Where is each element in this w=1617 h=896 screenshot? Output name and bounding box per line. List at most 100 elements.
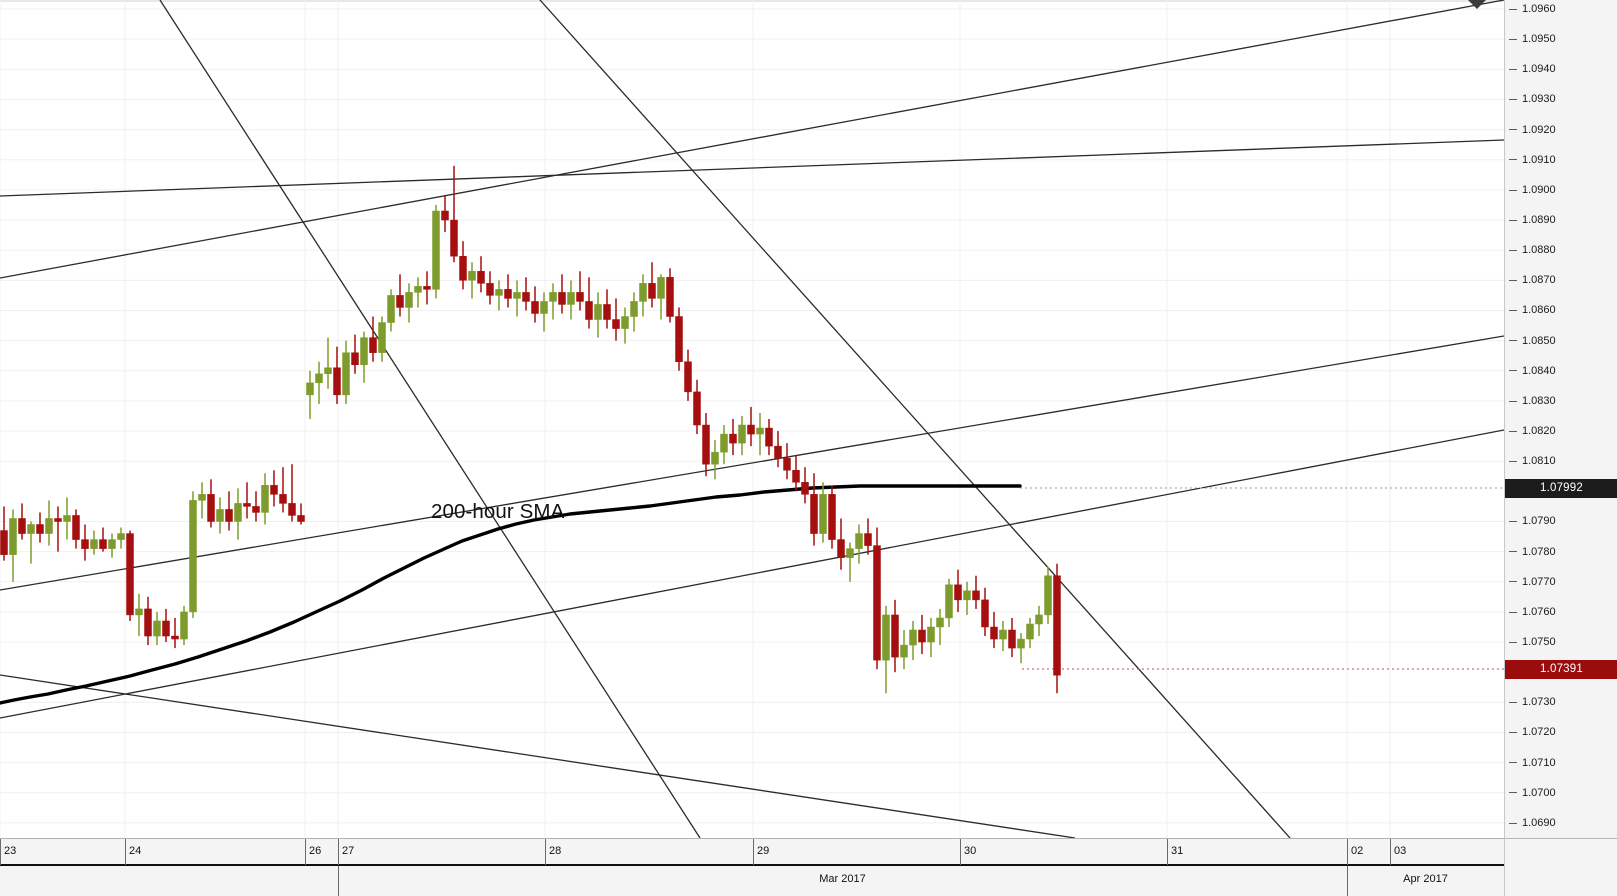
price-tick-dash — [1509, 249, 1517, 251]
price-tick-dash — [1509, 370, 1517, 372]
candle — [315, 373, 323, 384]
candle — [45, 518, 53, 534]
candle — [936, 617, 944, 628]
candle — [954, 584, 962, 601]
price-tick: 1.0690 — [1505, 816, 1617, 830]
candle — [927, 626, 935, 643]
price-tick-dash — [1509, 68, 1517, 70]
price-tick: 1.0730 — [1505, 695, 1617, 709]
time-tick: 23 — [0, 839, 16, 865]
trendline-6 — [0, 429, 1504, 719]
200-hour SMA — [0, 484, 1022, 705]
month-separator — [1347, 866, 1348, 896]
price-tick: 1.0880 — [1505, 243, 1617, 257]
price-tick: 1.0890 — [1505, 213, 1617, 227]
price-tick: 1.0790 — [1505, 514, 1617, 528]
candle — [729, 433, 737, 444]
price-tick-dash — [1509, 762, 1517, 764]
candle — [99, 539, 107, 549]
price-tick-label: 1.0880 — [1522, 244, 1556, 257]
candle — [333, 367, 341, 396]
sma-line — [0, 484, 1022, 705]
candle — [945, 584, 953, 619]
price-tick-label: 1.0810 — [1522, 455, 1556, 468]
candle — [468, 271, 476, 281]
price-tick-label: 1.0730 — [1522, 696, 1556, 709]
time-tick: 28 — [545, 839, 561, 865]
candle — [252, 506, 260, 513]
price-tick-label: 1.0960 — [1522, 3, 1556, 16]
candle — [27, 524, 35, 534]
candle — [351, 352, 359, 365]
close-price-badge[interactable]: 1.07391 — [1505, 660, 1617, 679]
candle — [837, 539, 845, 558]
candle — [882, 614, 890, 661]
candle — [234, 503, 242, 522]
price-tick: 1.0820 — [1505, 424, 1617, 438]
price-tick-label: 1.0770 — [1522, 575, 1556, 588]
candle — [594, 304, 602, 320]
price-tick-label: 1.0890 — [1522, 214, 1556, 227]
candle — [72, 515, 80, 540]
price-tick-label: 1.0720 — [1522, 726, 1556, 739]
candle — [630, 301, 638, 317]
candle — [135, 608, 143, 616]
candle — [873, 545, 881, 661]
candle — [666, 277, 674, 317]
price-tick-label: 1.0790 — [1522, 515, 1556, 528]
price-tick-label: 1.0840 — [1522, 364, 1556, 377]
candle — [387, 295, 395, 323]
candle — [0, 530, 8, 555]
last-price-badge[interactable]: 1.07992 — [1505, 479, 1617, 498]
candle — [405, 292, 413, 308]
gridlines — [0, 0, 1504, 838]
candle — [297, 515, 305, 522]
price-tick-dash — [1509, 822, 1517, 824]
price-tick-label: 1.0750 — [1522, 636, 1556, 649]
candle — [891, 614, 899, 658]
month-label: Mar 2017 — [819, 873, 866, 885]
candle — [450, 219, 458, 257]
price-tick-label: 1.0950 — [1522, 33, 1556, 46]
price-tick-label: 1.0710 — [1522, 756, 1556, 769]
trendline-5 — [0, 335, 1504, 591]
candle — [783, 457, 791, 471]
time-tick: 29 — [753, 839, 769, 865]
price-tick-dash — [1509, 129, 1517, 131]
candle — [819, 494, 827, 534]
candle — [864, 533, 872, 546]
candle — [540, 301, 548, 314]
time-tick: 02 — [1347, 839, 1363, 865]
time-axis[interactable]: 23 24 26 27 28 29 30 31 02 03 — [0, 838, 1504, 866]
candle — [657, 277, 665, 299]
candle — [513, 292, 521, 299]
candle — [810, 494, 818, 534]
candle — [18, 518, 26, 534]
candle — [693, 391, 701, 426]
candle — [171, 635, 179, 640]
price-tick-label: 1.0900 — [1522, 183, 1556, 196]
candle — [81, 539, 89, 549]
axis-corner — [1504, 838, 1617, 896]
candle — [828, 494, 836, 540]
trendline-1 — [159, 0, 701, 838]
candle — [306, 382, 314, 396]
price-tick-dash — [1509, 38, 1517, 40]
price-tick-dash — [1509, 340, 1517, 342]
price-tick-dash — [1509, 551, 1517, 553]
plot-area[interactable]: 200-hour SMA — [0, 0, 1504, 838]
price-tick: 1.0760 — [1505, 605, 1617, 619]
candle — [1044, 575, 1052, 616]
trendline-3 — [0, 0, 1504, 279]
scroll-down-arrow-icon[interactable] — [1468, 0, 1486, 9]
price-tick-dash — [1509, 8, 1517, 10]
candle — [738, 424, 746, 444]
price-axis[interactable]: 1.0960 1.0950 1.0940 1.0930 1.0920 1.0910 1.09… — [1504, 0, 1617, 838]
time-tick: 03 — [1390, 839, 1406, 865]
candle — [1035, 614, 1043, 625]
price-level-lines — [1020, 487, 1504, 670]
time-tick: 30 — [960, 839, 976, 865]
price-tick: 1.0770 — [1505, 575, 1617, 589]
price-tick-dash — [1509, 460, 1517, 462]
